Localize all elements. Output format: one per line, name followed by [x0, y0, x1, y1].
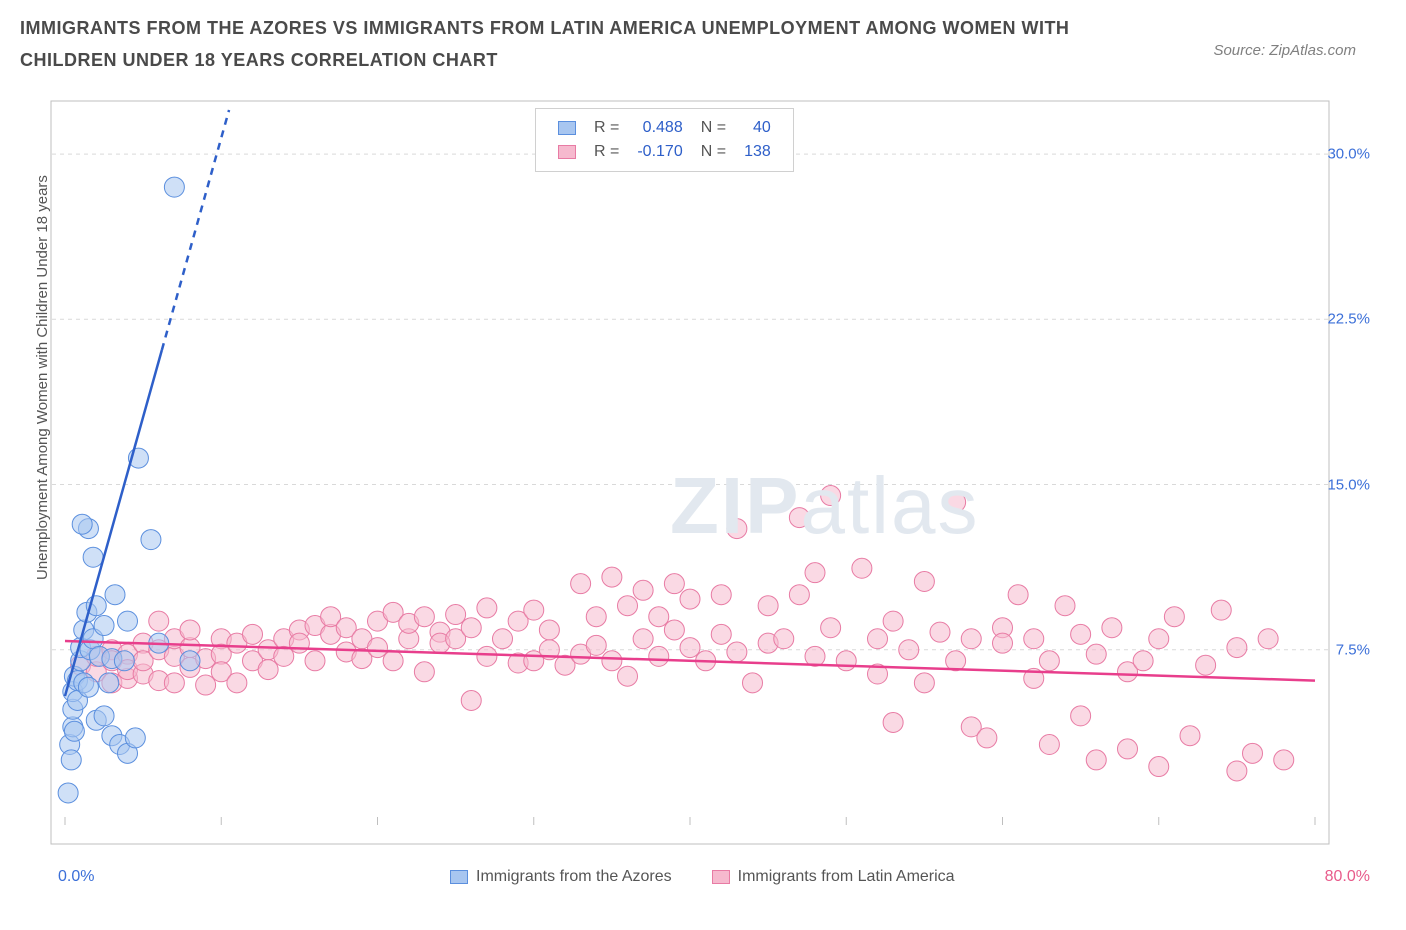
- chart-title: IMMIGRANTS FROM THE AZORES VS IMMIGRANTS…: [20, 12, 1140, 77]
- stats-legend: R =0.488N =40R =-0.170N =138: [535, 108, 794, 172]
- y-tick-label: 30.0%: [1327, 146, 1370, 163]
- scatter-plot: [50, 100, 1330, 845]
- y-tick-label: 22.5%: [1327, 311, 1370, 328]
- source-credit: Source: ZipAtlas.com: [1213, 12, 1386, 59]
- y-tick-label: 15.0%: [1327, 476, 1370, 493]
- legend-item: Immigrants from Latin America: [712, 868, 955, 886]
- series-legend: Immigrants from the Azores Immigrants fro…: [50, 868, 1380, 886]
- y-tick-label: 7.5%: [1336, 641, 1370, 658]
- chart-area: Unemployment Among Women with Children U…: [50, 100, 1380, 880]
- legend-item: Immigrants from the Azores: [450, 868, 672, 886]
- y-axis-label: Unemployment Among Women with Children U…: [34, 175, 51, 580]
